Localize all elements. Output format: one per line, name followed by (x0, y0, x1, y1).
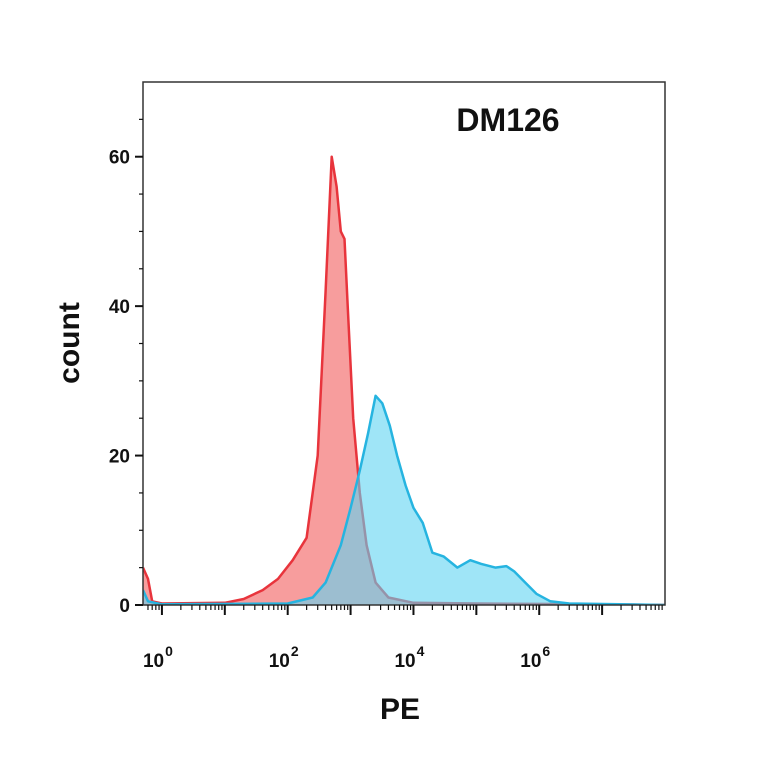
x-tick-label: 102 (269, 643, 299, 672)
series-2-line (143, 394, 665, 605)
y-tick-label: 60 (109, 148, 130, 169)
x-tick-label: 106 (520, 643, 550, 672)
y-tick-label: 40 (109, 297, 130, 318)
y-tick-label: 20 (109, 447, 130, 468)
x-tick-label: 104 (394, 643, 424, 672)
x-axis-title: PE (380, 693, 420, 726)
y-axis-title: count (53, 302, 86, 384)
x-tick-label: 100 (143, 643, 173, 672)
series-2-area (143, 395, 665, 605)
y-tick-label: 0 (119, 596, 130, 617)
chart-title: DM126 (456, 102, 559, 138)
